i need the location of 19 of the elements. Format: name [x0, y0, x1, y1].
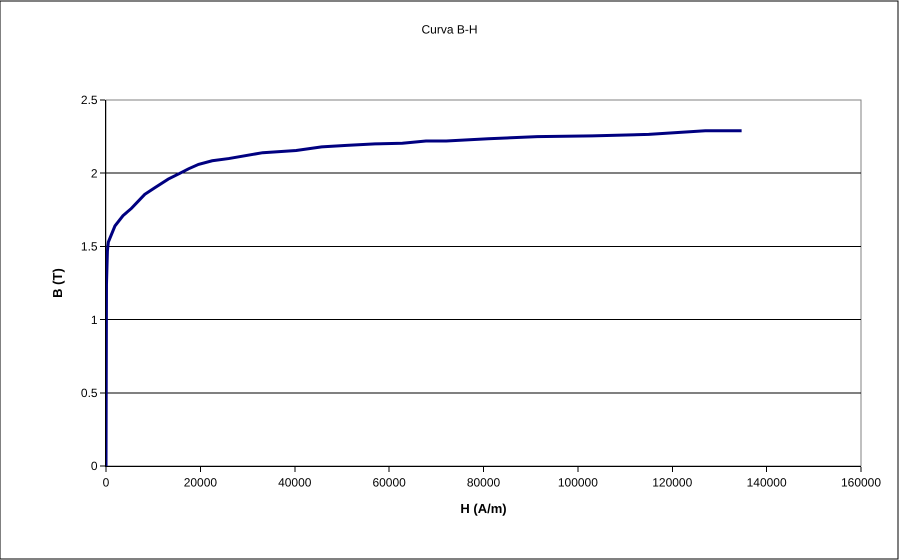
y-tick-label: 0.5: [80, 386, 98, 400]
y-tick-label: 2.5: [80, 93, 98, 108]
x-tick-label: 120000: [652, 475, 693, 490]
x-tick-label: 160000: [840, 475, 882, 490]
line-series: [106, 129, 744, 466]
y-tick-label: 2: [90, 166, 98, 180]
x-tick-label: 60000: [372, 475, 406, 490]
chart-title: Curva B-H: [421, 22, 478, 37]
x-tick-label: 80000: [466, 475, 501, 490]
y-tick-label: 0: [90, 459, 98, 474]
x-tick-label: 140000: [746, 475, 787, 490]
y-tick-label: 1.5: [80, 240, 98, 254]
y-axis-title: B (T): [50, 268, 65, 298]
y-tick-label: 1: [90, 312, 98, 327]
x-tick-label: 0: [102, 475, 110, 490]
x-tick-label: 100000: [558, 475, 598, 490]
x-axis-title: H (A/m): [460, 501, 507, 516]
x-tick-label: 40000: [278, 475, 312, 490]
x-tick-label: 20000: [184, 475, 218, 490]
